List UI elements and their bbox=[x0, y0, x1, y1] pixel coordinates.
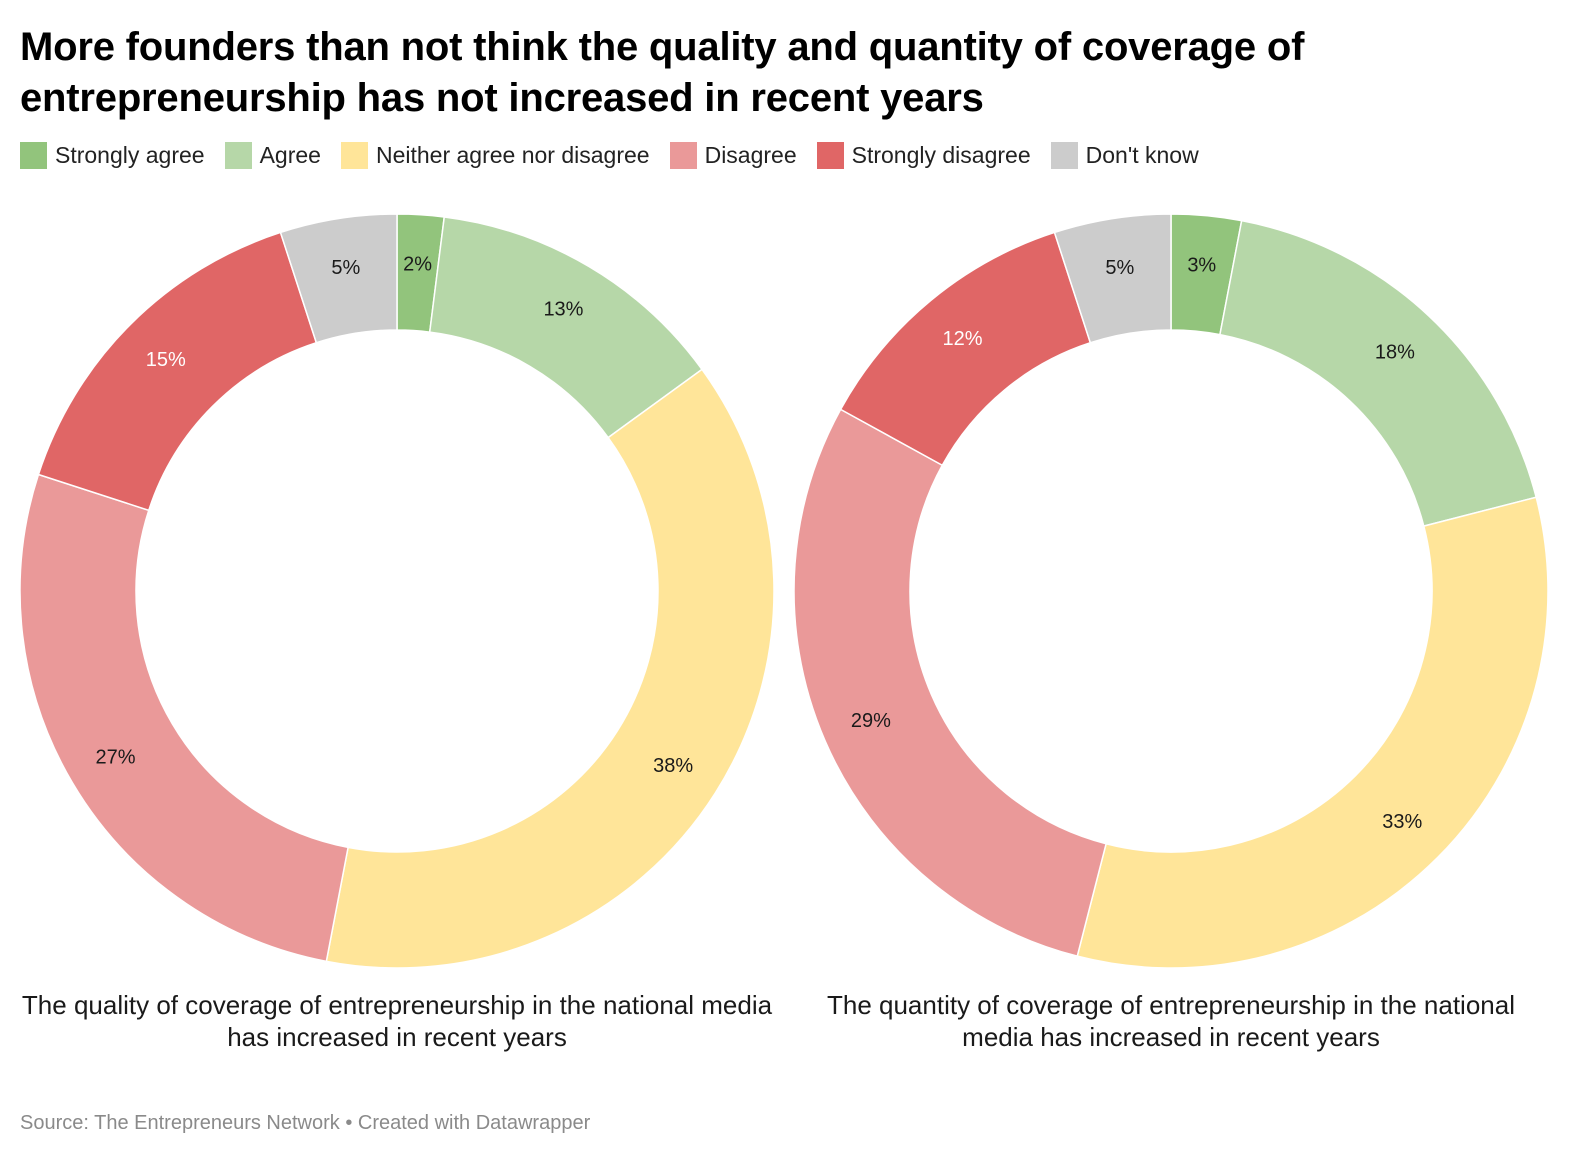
data-label-disagree: 29% bbox=[851, 710, 891, 732]
source-note: Source: The Entrepreneurs Network • Crea… bbox=[20, 1112, 591, 1134]
legend-label: Strongly disagree bbox=[851, 142, 1031, 168]
chart-caption-quality: The quality of coverage of entrepreneurs… bbox=[21, 990, 773, 1052]
legend-swatch bbox=[816, 142, 844, 169]
legend-item-agree: Agree bbox=[224, 142, 321, 169]
legend-item-neither: Neither agree nor disagree bbox=[340, 142, 650, 169]
legend-label: Agree bbox=[259, 142, 321, 168]
legend-item-dont-know: Don't know bbox=[1050, 142, 1199, 169]
legend-swatch bbox=[340, 142, 368, 169]
chart-title: More founders than not think the quality… bbox=[20, 25, 1305, 120]
donut-slice-strongly-disagree bbox=[37, 231, 318, 512]
legend: Strongly agree Agree Neither agree nor d… bbox=[20, 142, 1219, 169]
data-label-strongly-disagree: 12% bbox=[943, 328, 983, 350]
legend-label: Neither agree nor disagree bbox=[375, 142, 650, 168]
legend-swatch bbox=[20, 142, 47, 169]
legend-item-strongly-disagree: Strongly disagree bbox=[816, 142, 1031, 169]
data-label-strongly-disagree: 15% bbox=[146, 349, 186, 371]
legend-label: Don't know bbox=[1085, 142, 1199, 168]
donut-slice-dont-know bbox=[1053, 213, 1172, 344]
legend-swatch bbox=[669, 142, 697, 169]
data-label-dont-know: 5% bbox=[331, 257, 360, 279]
data-label-agree: 18% bbox=[1375, 342, 1415, 364]
data-label-disagree: 27% bbox=[96, 746, 136, 768]
data-label-neither: 38% bbox=[653, 755, 693, 777]
data-label-dont-know: 5% bbox=[1105, 257, 1134, 279]
data-label-neither: 33% bbox=[1382, 811, 1422, 833]
donut-slice-disagree bbox=[19, 473, 349, 963]
donut-slice-disagree bbox=[793, 408, 1108, 958]
donut-chart-quantity: 3% 18% 33% 29% 12% 5% bbox=[793, 213, 1549, 969]
legend-item-strongly-agree: Strongly agree bbox=[20, 142, 205, 169]
legend-label: Disagree bbox=[704, 142, 797, 168]
legend-swatch bbox=[224, 142, 252, 169]
legend-label: Strongly agree bbox=[55, 142, 205, 168]
donut-slice-neither bbox=[1076, 496, 1549, 969]
chart-caption-quantity: The quantity of coverage of entrepreneur… bbox=[826, 990, 1515, 1052]
legend-item-disagree: Disagree bbox=[669, 142, 797, 169]
donut-chart-quality: 2% 13% 38% 27% 15% 5% bbox=[19, 213, 775, 969]
legend-swatch bbox=[1050, 142, 1078, 169]
donut-slice-agree bbox=[1219, 219, 1538, 528]
data-label-strongly-agree: 3% bbox=[1187, 254, 1216, 276]
donut-slice-dont-know bbox=[279, 213, 398, 344]
data-label-strongly-agree: 2% bbox=[403, 254, 432, 276]
donut-slice-neither bbox=[325, 368, 775, 969]
data-label-agree: 13% bbox=[543, 299, 583, 321]
